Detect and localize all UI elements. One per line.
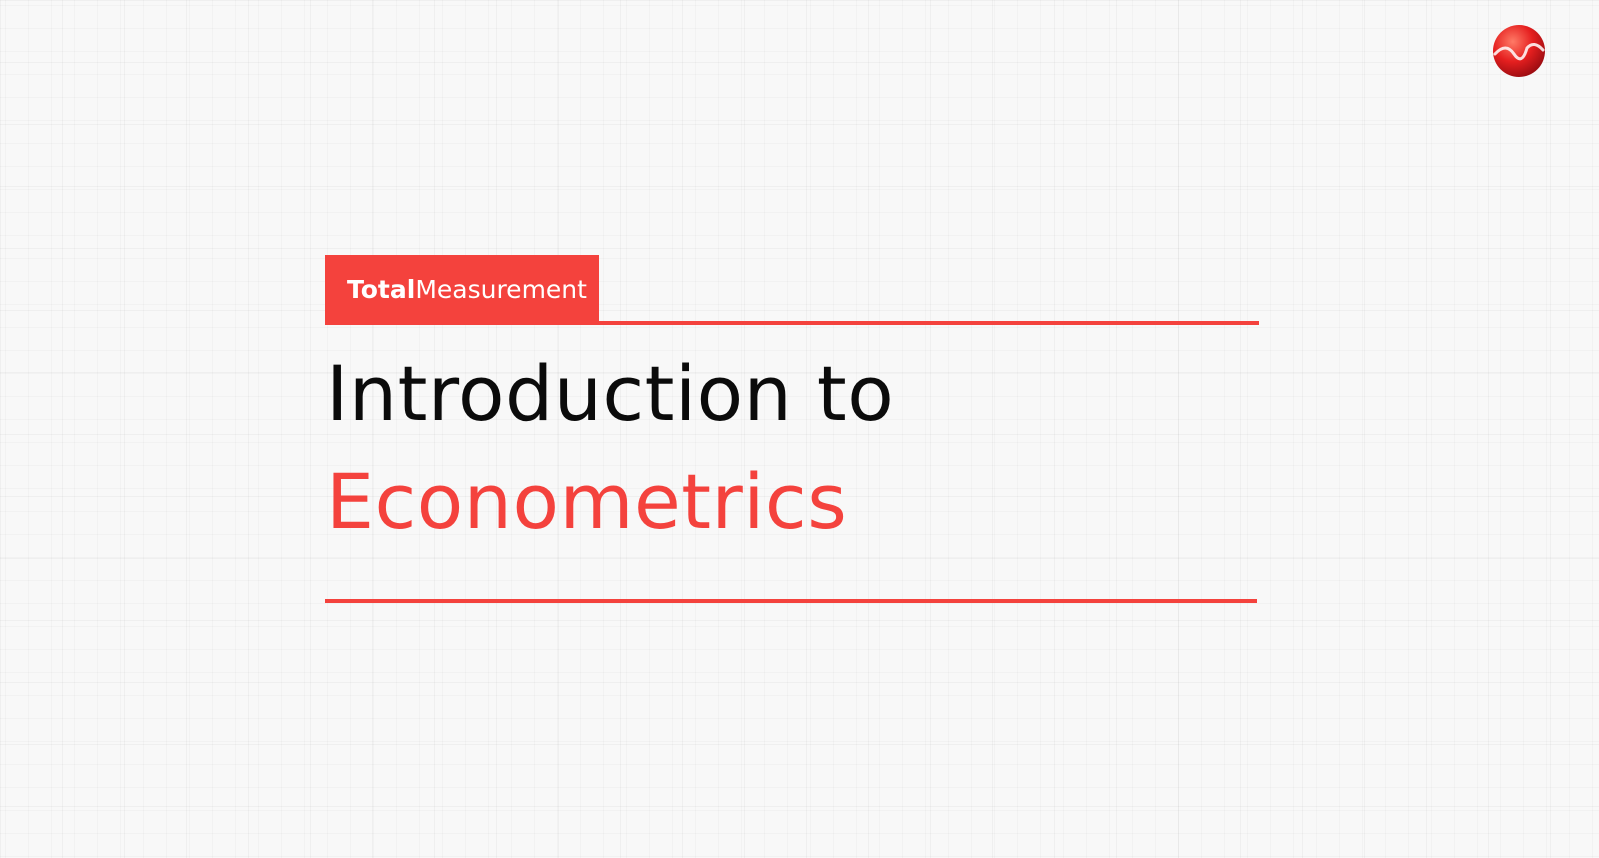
brand-name-bold: Total — [347, 274, 416, 304]
top-divider — [325, 321, 1259, 325]
total-measurement-logo-icon — [1492, 24, 1546, 78]
bottom-divider — [325, 599, 1257, 603]
slide-title-line-2: Econometrics — [326, 457, 848, 546]
slide-title-line-1: Introduction to — [326, 349, 895, 438]
brand-name-light: Measurement — [415, 274, 587, 304]
brand-tag: Total Measurement — [325, 255, 599, 323]
